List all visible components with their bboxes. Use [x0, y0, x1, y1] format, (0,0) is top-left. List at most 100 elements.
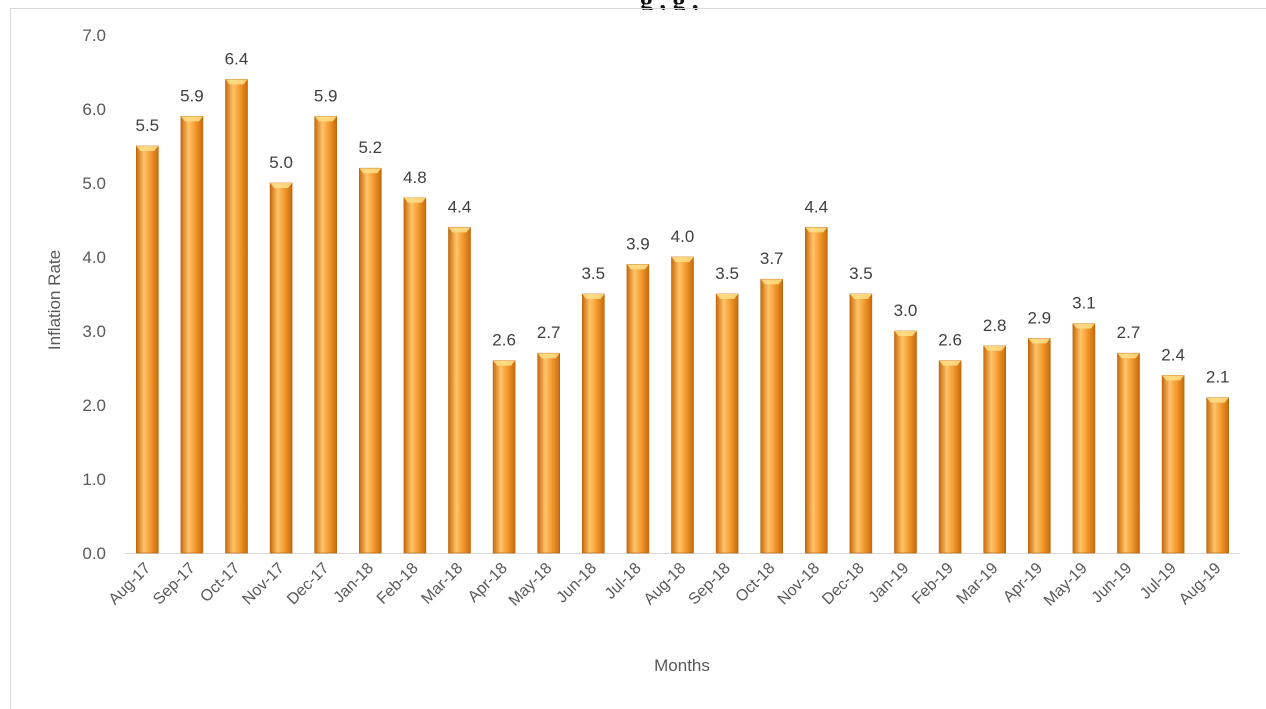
data-label: 3.5 — [581, 264, 605, 283]
bar-cap — [582, 294, 605, 299]
x-tick-label: Dec-18 — [819, 560, 868, 609]
bar — [537, 352, 561, 554]
x-tick-label: Apr-19 — [1000, 560, 1046, 606]
data-label: 5.5 — [135, 116, 159, 135]
y-tick-label: 7.0 — [82, 26, 106, 45]
data-label: 2.7 — [537, 323, 561, 342]
y-tick-label: 2.0 — [82, 396, 106, 415]
bar — [671, 256, 694, 554]
data-label: 3.7 — [760, 249, 784, 268]
bar — [1161, 375, 1185, 554]
x-tick-label: Apr-18 — [465, 560, 511, 606]
bar — [938, 360, 962, 554]
bar-cap — [894, 331, 917, 336]
x-tick-label: Aug-17 — [106, 560, 155, 609]
x-tick-label: Sep-17 — [150, 560, 199, 609]
bar-cap — [983, 345, 1006, 351]
x-tick-label: Jan-19 — [866, 560, 913, 607]
bar — [1072, 323, 1096, 554]
bar-cap — [136, 146, 159, 151]
x-tick-label: Jul-18 — [602, 560, 645, 603]
bar-cap — [716, 294, 739, 299]
bar — [136, 145, 159, 554]
x-tick-label: May-19 — [1041, 560, 1091, 610]
x-tick-label: Sep-18 — [685, 560, 734, 609]
bar-cap — [849, 294, 872, 299]
data-label: 2.7 — [1117, 323, 1141, 342]
chart-title-fragment: g , g , — [0, 0, 1266, 10]
data-label: 3.5 — [849, 264, 873, 283]
data-label: 4.4 — [448, 197, 472, 216]
data-label: 4.8 — [403, 168, 427, 187]
bar-cap — [805, 227, 828, 233]
y-tick-label: 6.0 — [82, 100, 106, 119]
bar — [269, 182, 293, 554]
bar-cap — [1117, 353, 1140, 359]
x-tick-label: Jun-19 — [1089, 560, 1136, 607]
bar — [492, 360, 516, 554]
data-label: 3.0 — [894, 301, 918, 320]
bar-cap — [1162, 375, 1185, 381]
data-label: 2.1 — [1206, 368, 1230, 387]
x-tick-label: Jan-18 — [331, 560, 378, 607]
y-axis: 0.0 1.0 2.0 3.0 4.0 5.0 6.0 7.0 — [82, 26, 106, 563]
x-tick-label: Nov-18 — [775, 560, 824, 609]
data-label: 5.9 — [314, 86, 338, 105]
x-tick-label: May-18 — [506, 560, 556, 610]
data-label: 2.9 — [1027, 308, 1051, 327]
x-tick-label: Feb-19 — [909, 560, 957, 608]
chart-title-text: g , g , — [640, 0, 699, 10]
data-label: 3.1 — [1072, 294, 1096, 313]
x-tick-label: Mar-18 — [418, 560, 466, 608]
x-tick-label: Aug-19 — [1176, 560, 1225, 609]
bar — [715, 293, 739, 554]
y-axis-title: Inflation Rate — [45, 250, 64, 350]
bar-cap — [1028, 338, 1051, 344]
data-label: 4.4 — [804, 197, 828, 216]
bar — [983, 345, 1007, 554]
bar — [760, 278, 784, 554]
y-tick-label: 0.0 — [82, 544, 106, 563]
bar-cap — [314, 116, 337, 122]
x-tick-label: Nov-17 — [239, 560, 288, 609]
bar-cap — [403, 197, 426, 203]
bar — [804, 227, 828, 554]
x-tick-label: Dec-17 — [284, 560, 333, 609]
bar — [180, 116, 204, 554]
bar-cap — [939, 360, 962, 366]
data-label: 2.6 — [492, 331, 516, 350]
bar-cap — [537, 353, 560, 359]
bar-cap — [493, 360, 516, 366]
data-label: 6.4 — [225, 49, 249, 68]
data-label: 5.0 — [269, 153, 293, 172]
x-axis: Aug-17Sep-17Oct-17Nov-17Dec-17Jan-18Feb-… — [106, 553, 1240, 610]
x-tick-label: Mar-19 — [954, 560, 1002, 608]
data-label: 4.0 — [671, 227, 695, 246]
bar — [1206, 397, 1229, 554]
bar — [581, 293, 605, 554]
bar — [225, 79, 248, 554]
bar — [314, 116, 338, 554]
bar-cap — [1072, 323, 1095, 329]
frame-left-line — [10, 8, 11, 709]
y-tick-label: 4.0 — [82, 248, 106, 267]
bar-cap — [671, 257, 694, 262]
data-label: 2.8 — [983, 316, 1007, 335]
bar — [448, 227, 471, 554]
data-label: 5.2 — [358, 138, 382, 157]
data-label: 2.4 — [1161, 345, 1185, 364]
x-tick-label: Feb-18 — [374, 560, 422, 608]
data-label: 3.9 — [626, 234, 650, 253]
bar-cap — [1206, 397, 1229, 403]
data-label: 3.5 — [715, 264, 739, 283]
bar-cap — [760, 279, 783, 285]
bar-cap — [359, 168, 382, 174]
frame-top-line — [10, 8, 1266, 9]
bars — [136, 79, 1229, 554]
bar-cap — [225, 79, 248, 85]
bar — [849, 293, 873, 554]
bar-cap — [448, 227, 471, 233]
x-tick-label: Aug-18 — [641, 560, 690, 609]
x-tick-label: Jun-18 — [554, 560, 601, 607]
